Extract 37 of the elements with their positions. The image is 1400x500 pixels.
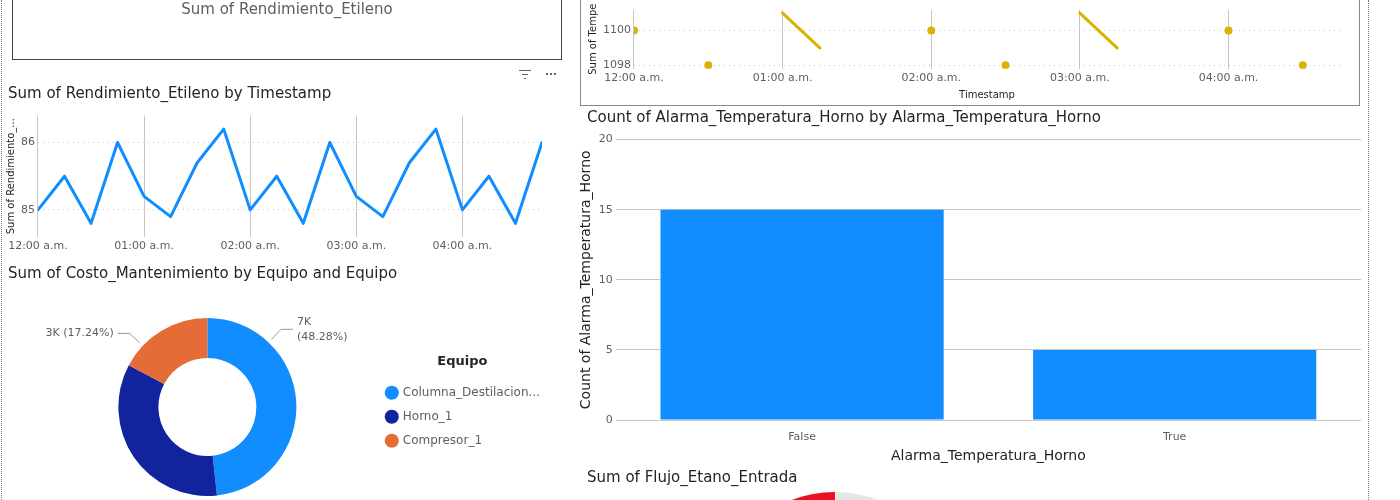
x-tick-label: 02:00 a.m.: [220, 239, 281, 253]
x-tick-label: True: [1162, 430, 1187, 444]
legend-label: Compresor_1: [402, 432, 483, 447]
y-tick-label: 0: [605, 412, 613, 426]
x-tick-label: 03:00 a.m.: [326, 239, 387, 253]
chart-title: Sum of Costo_Mantenimiento by Equipo and Equipo: [8, 264, 398, 282]
y-tick-label: 1098: [602, 58, 631, 72]
y-tick-label: 5: [605, 342, 613, 356]
x-axis-title: Timestamp: [958, 88, 1015, 100]
x-tick-label: 12:00 a.m.: [8, 239, 68, 253]
y-tick-label: 86: [21, 135, 35, 149]
chart-title: Count of Alarma_Temperatura_Horno by Alarma_Temperatura_Horno: [587, 108, 1101, 126]
x-tick-label: 04:00 a.m.: [1198, 71, 1259, 85]
x-tick-label: False: [788, 430, 817, 444]
y-tick-label: 20: [598, 132, 613, 146]
data-label: 3K (17.24%): [45, 326, 114, 340]
x-tick-label: 01:00 a.m.: [114, 239, 174, 253]
x-axis-title: Alarma_Temperatura_Horno: [891, 447, 1086, 464]
text: Sum of Rendimiento_Etileno: [180, 0, 394, 18]
y-tick-label: 1100: [602, 23, 631, 37]
x-tick-label: 12:00 a.m.: [604, 71, 664, 85]
y-tick-label: 85: [21, 202, 35, 216]
legend-label: Horno_1: [402, 408, 453, 423]
data-label: 7K (48.28%): [296, 314, 348, 343]
text: Sum of Flujo_Etano_Entrada: [587, 468, 798, 486]
x-tick-label: 04:00 a.m.: [432, 239, 493, 253]
y-tick-label: 15: [598, 202, 613, 216]
x-tick-label: 03:00 a.m.: [1050, 71, 1110, 85]
legend-title: Equipo: [437, 353, 488, 369]
chart-title: Sum of Rendimiento_Etileno by Timestamp: [8, 84, 332, 102]
y-axis-title: Sum of Tempe: [586, 3, 598, 75]
x-tick-label: 01:00 a.m.: [752, 71, 813, 85]
x-tick-label: 02:00 a.m.: [901, 71, 962, 85]
y-tick-label: 10: [598, 272, 613, 286]
y-axis-title: Sum of Rendimiento_...: [4, 118, 17, 235]
legend-label: Columna_Destilacion...: [402, 384, 540, 399]
y-axis-title: Count of Alarma_Temperatura_Horno: [577, 150, 594, 410]
